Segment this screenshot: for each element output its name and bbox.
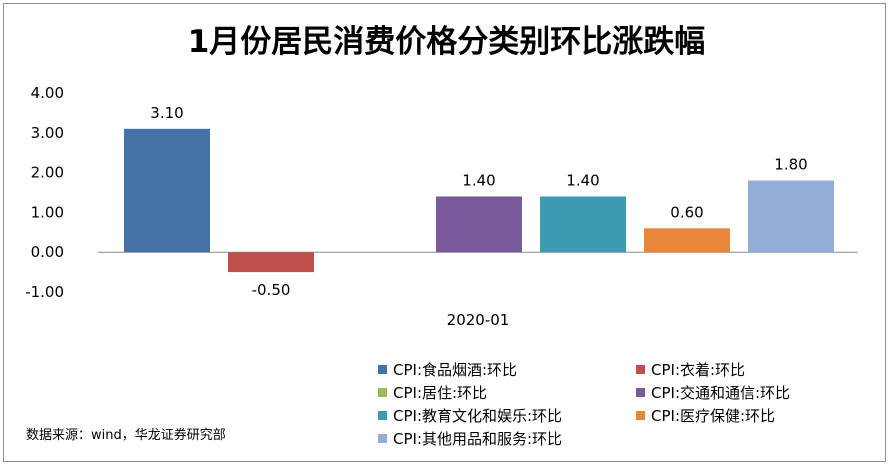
legend-swatch	[378, 388, 387, 397]
bar-value-label: 1.40	[462, 171, 495, 189]
bar	[748, 180, 834, 253]
y-tick-label: 0.00	[31, 243, 64, 261]
x-category-label: 2020-01	[447, 311, 510, 329]
legend-swatch	[636, 365, 645, 374]
y-tick-label: 3.00	[31, 124, 64, 142]
bar	[124, 128, 210, 253]
legend-item-housing: CPI:居住:环比	[378, 382, 487, 403]
legend-swatch	[636, 411, 645, 420]
y-tick-label: 4.00	[31, 84, 64, 102]
legend-item-clothing: CPI:衣着:环比	[636, 359, 745, 380]
legend-label: CPI:衣着:环比	[651, 361, 746, 379]
bar	[644, 228, 730, 253]
legend-swatch	[378, 434, 387, 443]
data-source-note: 数据来源：wind，华龙证券研究部	[26, 428, 226, 443]
legend-swatch	[636, 388, 645, 397]
bar-value-label: 3.10	[150, 104, 183, 122]
legend-label: CPI:食品烟酒:环比	[393, 361, 518, 379]
legend-label: CPI:居住:环比	[393, 384, 488, 402]
legend-item-healthcare: CPI:医疗保健:环比	[636, 405, 775, 426]
y-tick-label: 1.00	[31, 203, 64, 221]
legend-item-transport: CPI:交通和通信:环比	[636, 382, 790, 403]
chart-title: 1月份居民消费价格分类别环比涨跌幅	[187, 24, 706, 60]
legend-label: CPI:教育文化和娱乐:环比	[393, 407, 563, 425]
bar-value-label: 0.60	[670, 203, 703, 221]
legend-label: CPI:其他用品和服务:环比	[393, 430, 563, 448]
legend-item-education: CPI:教育文化和娱乐:环比	[378, 405, 562, 426]
bar-value-label: 1.40	[566, 171, 599, 189]
bar	[540, 196, 626, 253]
legend-swatch	[378, 411, 387, 420]
bar-value-label: 1.80	[774, 156, 807, 174]
bar	[436, 196, 522, 253]
legend-item-other: CPI:其他用品和服务:环比	[378, 428, 562, 449]
y-tick-label: -1.00	[25, 283, 64, 301]
legend-swatch	[378, 365, 387, 374]
bar-value-label: -0.50	[252, 281, 291, 299]
legend-label: CPI:交通和通信:环比	[651, 384, 791, 402]
legend-label: CPI:医疗保健:环比	[651, 407, 776, 425]
y-tick-label: 2.00	[31, 164, 64, 182]
bar	[228, 252, 314, 273]
legend-item-food: CPI:食品烟酒:环比	[378, 359, 517, 380]
